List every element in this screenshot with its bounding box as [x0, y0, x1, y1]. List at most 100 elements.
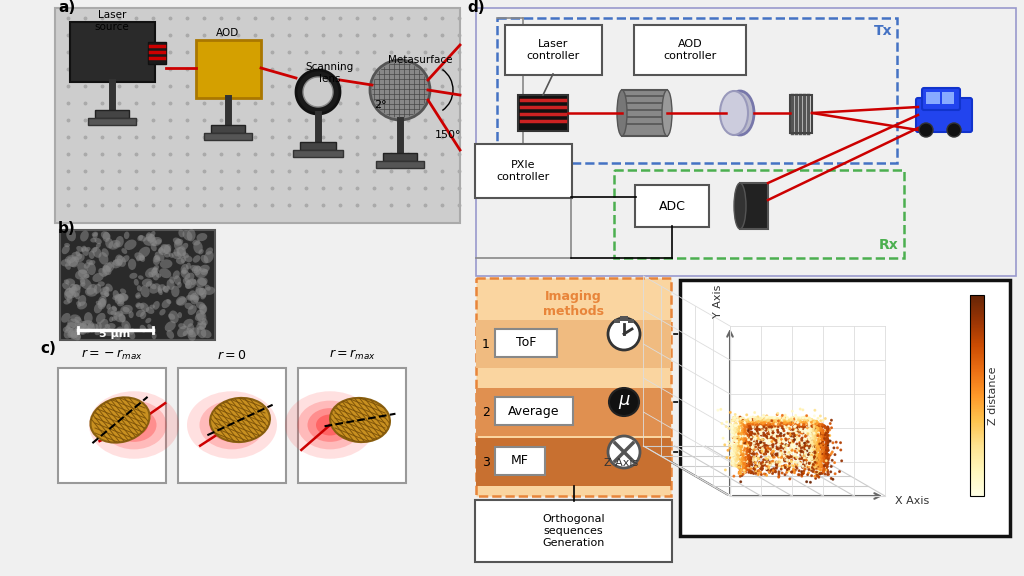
Point: [788, 453, 805, 462]
Point: [734, 427, 751, 437]
Point: [777, 418, 794, 427]
Point: [786, 451, 803, 460]
Point: [729, 423, 745, 432]
Ellipse shape: [159, 268, 171, 278]
Bar: [970, 355, 984, 356]
Ellipse shape: [122, 320, 131, 331]
Ellipse shape: [184, 303, 194, 310]
Point: [746, 415, 763, 424]
Point: [825, 444, 842, 453]
Point: [804, 422, 820, 431]
Point: [770, 457, 786, 467]
Point: [808, 445, 824, 454]
Point: [805, 467, 821, 476]
Point: [734, 458, 751, 467]
Point: [735, 438, 752, 447]
Ellipse shape: [138, 235, 146, 241]
Bar: [970, 302, 984, 303]
Point: [787, 420, 804, 430]
Point: [799, 451, 815, 460]
Point: [728, 461, 744, 470]
Point: [724, 427, 740, 437]
Point: [771, 467, 787, 476]
Point: [733, 454, 750, 463]
Ellipse shape: [104, 324, 111, 328]
Ellipse shape: [174, 238, 182, 250]
Point: [737, 422, 754, 431]
Ellipse shape: [169, 253, 174, 258]
Point: [752, 437, 768, 446]
Ellipse shape: [135, 294, 141, 299]
Point: [768, 449, 784, 458]
Point: [731, 427, 748, 436]
Point: [785, 465, 802, 474]
Bar: [970, 313, 984, 314]
Point: [813, 434, 829, 444]
Point: [795, 469, 811, 479]
Bar: [970, 440, 984, 441]
Ellipse shape: [187, 290, 196, 300]
Ellipse shape: [218, 415, 246, 435]
Point: [807, 448, 823, 457]
Point: [801, 459, 817, 468]
Point: [768, 437, 784, 446]
Point: [770, 414, 786, 423]
Point: [771, 417, 787, 426]
Point: [774, 434, 791, 444]
Bar: [970, 308, 984, 309]
Point: [770, 422, 786, 431]
Ellipse shape: [136, 303, 144, 309]
Point: [809, 453, 825, 463]
Bar: [622, 90, 667, 136]
Point: [792, 422, 808, 431]
Point: [764, 440, 780, 449]
Point: [772, 459, 788, 468]
Point: [808, 437, 824, 446]
Point: [764, 426, 780, 435]
Point: [820, 435, 837, 445]
Point: [735, 417, 752, 426]
Point: [820, 424, 837, 433]
Point: [823, 416, 840, 425]
Point: [798, 436, 814, 445]
Point: [737, 446, 754, 455]
Point: [811, 469, 827, 478]
Point: [735, 455, 752, 464]
Ellipse shape: [104, 290, 110, 297]
Point: [786, 453, 803, 463]
Point: [784, 435, 801, 445]
Point: [743, 419, 760, 428]
Point: [813, 452, 829, 461]
Point: [768, 416, 784, 425]
Point: [742, 429, 759, 438]
Point: [819, 458, 836, 468]
Point: [748, 430, 764, 439]
Point: [791, 446, 807, 455]
Ellipse shape: [82, 320, 94, 329]
Point: [792, 416, 808, 426]
Point: [759, 416, 775, 425]
Ellipse shape: [118, 293, 128, 301]
Point: [781, 437, 798, 446]
Point: [777, 419, 794, 428]
Point: [746, 458, 763, 467]
Point: [811, 453, 827, 463]
Point: [816, 434, 833, 443]
Point: [813, 456, 829, 465]
Point: [808, 471, 824, 480]
Point: [776, 456, 793, 465]
Point: [733, 465, 750, 475]
Bar: [970, 495, 984, 496]
Point: [782, 418, 799, 427]
Point: [773, 442, 790, 452]
Point: [732, 439, 749, 448]
Point: [795, 419, 811, 428]
Point: [815, 444, 831, 453]
Point: [792, 457, 808, 467]
Point: [785, 457, 802, 467]
Bar: [970, 348, 984, 349]
Point: [770, 472, 786, 482]
Point: [799, 411, 815, 420]
Point: [811, 452, 827, 461]
Point: [799, 427, 815, 437]
